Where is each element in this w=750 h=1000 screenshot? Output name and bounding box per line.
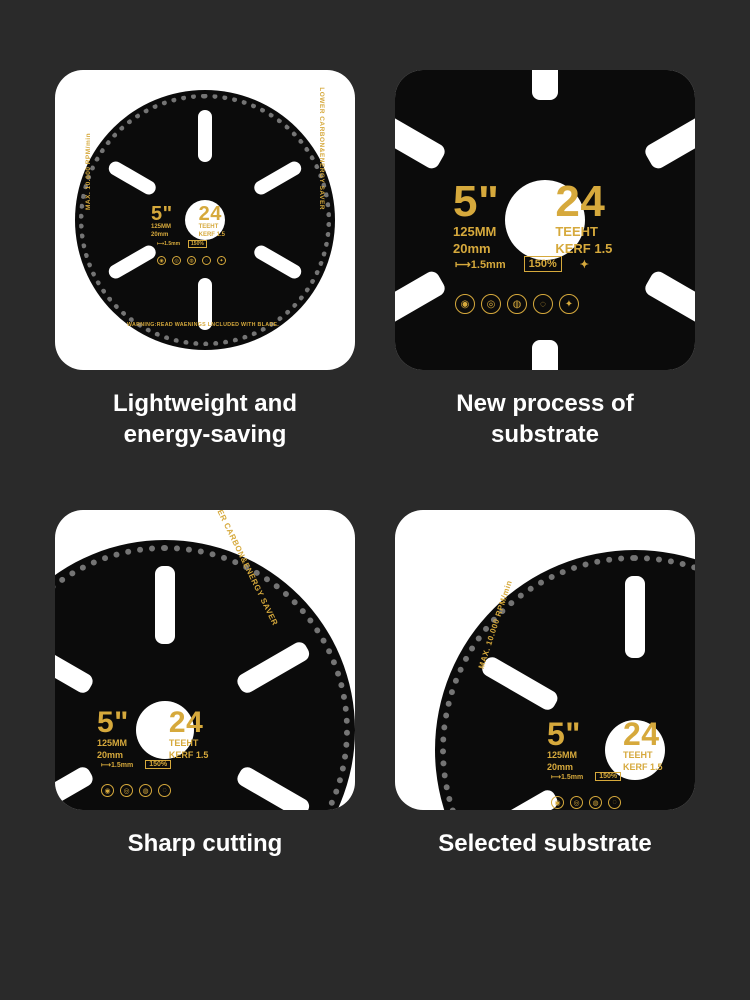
kerf-arrow: ⟼1.5mm bbox=[157, 241, 180, 247]
teeth-count: 24 bbox=[169, 708, 203, 738]
teeth-count: 24 bbox=[623, 718, 660, 750]
safety-icon: ◍ bbox=[589, 796, 602, 809]
safety-icon: ◎ bbox=[570, 796, 583, 809]
feature-grid: 5" 125MM 20mm 24 TEEHT KERF 1.5 ⟼1.5mm 1… bbox=[50, 70, 700, 860]
safety-icon: ◍ bbox=[507, 294, 527, 314]
safety-icon: ◍ bbox=[139, 784, 152, 797]
safety-icon: ◌ bbox=[158, 784, 171, 797]
kerf-label: KERF 1.5 bbox=[169, 750, 209, 762]
safety-icon: ◎ bbox=[481, 294, 501, 314]
teeth-label: TEEHT bbox=[623, 750, 653, 762]
blade-spec-label: 5" 125MM 20mm 24 TEEHT KERF 1.5 bbox=[97, 708, 208, 761]
teeth-label: TEEHT bbox=[555, 224, 598, 241]
warning-text: WARNING:READ WAENINGS LNCLUDED WITH BLAD… bbox=[127, 322, 279, 328]
feature-caption-4: Selected substrate bbox=[438, 828, 651, 859]
feature-caption-2: New process of substrate bbox=[456, 388, 633, 450]
feature-cell-1: 5" 125MM 20mm 24 TEEHT KERF 1.5 ⟼1.5mm 1… bbox=[50, 70, 360, 450]
size-mm: 125MM bbox=[151, 224, 171, 232]
blade-teeth bbox=[55, 545, 350, 810]
safety-icon: ◌ bbox=[533, 294, 553, 314]
arc-text-left: MAX. 10.000 RPM/min bbox=[85, 133, 92, 210]
safety-icon: ◌ bbox=[608, 796, 621, 809]
teeth-label: TEEHT bbox=[169, 738, 199, 750]
feature-cell-3: 5" 125MM 20mm 24 TEEHT KERF 1.5 ⟼1.5mm 1… bbox=[50, 510, 360, 859]
efficiency-badge: 150% bbox=[145, 760, 171, 769]
safety-icons: ◉ ◎ ◍ ◌ ✦ bbox=[455, 294, 579, 314]
kerf-arrow: ⟼1.5mm bbox=[101, 761, 133, 769]
safety-icon: ◉ bbox=[101, 784, 114, 797]
safety-icon: ◎ bbox=[120, 784, 133, 797]
safety-icon: ✦ bbox=[217, 256, 226, 265]
product-image-1: 5" 125MM 20mm 24 TEEHT KERF 1.5 ⟼1.5mm 1… bbox=[55, 70, 355, 370]
teeth-count: 24 bbox=[199, 204, 222, 224]
safety-icon: ◍ bbox=[187, 256, 196, 265]
kerf-label: KERF 1.5 bbox=[623, 762, 663, 774]
size-inch: 5" bbox=[453, 180, 499, 224]
feature-cell-2: 5" 125MM 20mm 24 TEEHT KERF 1.5 ⟼1.5mm 1… bbox=[390, 70, 700, 450]
product-image-4: 5" 125MM 20mm 24 TEEHT KERF 1.5 ⟼1.5mm 1… bbox=[395, 510, 695, 810]
product-image-3: 5" 125MM 20mm 24 TEEHT KERF 1.5 ⟼1.5mm 1… bbox=[55, 510, 355, 810]
kerf-row: ⟼1.5mm 150% ✦ bbox=[455, 256, 589, 272]
efficiency-badge: 150% bbox=[524, 256, 562, 272]
kerf-arrow: ⟼1.5mm bbox=[551, 773, 583, 781]
kerf-row: ⟼1.5mm 150% bbox=[157, 240, 207, 248]
blade-spec-label: 5" 125MM 20mm 24 TEEHT KERF 1.5 bbox=[547, 718, 662, 773]
efficiency-badge: 150% bbox=[595, 772, 621, 781]
kerf-row: ⟼1.5mm 150% bbox=[101, 760, 171, 769]
size-mm: 125MM bbox=[547, 750, 577, 762]
blade-spec-label: 5" 125MM 20mm 24 TEEHT KERF 1.5 bbox=[151, 204, 225, 240]
teeth-count: 24 bbox=[555, 180, 605, 224]
safety-icons: ◉ ◎ ◍ ◌ bbox=[101, 784, 171, 797]
safety-icon: ◉ bbox=[157, 256, 166, 265]
safety-icon: ◉ bbox=[551, 796, 564, 809]
product-image-2: 5" 125MM 20mm 24 TEEHT KERF 1.5 ⟼1.5mm 1… bbox=[395, 70, 695, 370]
safety-icon: ◉ bbox=[455, 294, 475, 314]
size-inch: 5" bbox=[151, 204, 173, 224]
feature-caption-3: Sharp cutting bbox=[128, 828, 283, 859]
blade-spec-label: 5" 125MM 20mm 24 TEEHT KERF 1.5 bbox=[453, 180, 612, 258]
saw-blade bbox=[55, 540, 355, 810]
kerf-arrow: ⟼1.5mm bbox=[455, 258, 506, 271]
safety-icons: ◉ ◎ ◍ ◌ bbox=[551, 796, 621, 809]
size-mm: 125MM bbox=[97, 738, 127, 750]
feature-cell-4: 5" 125MM 20mm 24 TEEHT KERF 1.5 ⟼1.5mm 1… bbox=[390, 510, 700, 859]
safety-icons: ◉ ◎ ◍ ◌ ✦ bbox=[157, 256, 226, 265]
size-mm: 125MM bbox=[453, 224, 496, 241]
feature-caption-1: Lightweight and energy-saving bbox=[113, 388, 297, 450]
bore-mm: 20mm bbox=[151, 232, 168, 240]
kerf-label: KERF 1.5 bbox=[199, 232, 225, 240]
efficiency-badge: 150% bbox=[188, 240, 207, 248]
teeth-label: TEEHT bbox=[199, 224, 219, 232]
size-inch: 5" bbox=[97, 708, 129, 738]
safety-icon: ◌ bbox=[202, 256, 211, 265]
size-inch: 5" bbox=[547, 718, 581, 750]
safety-icon: ◎ bbox=[172, 256, 181, 265]
arc-text-right: LOWER CARBON&ENERGY SAVER bbox=[318, 87, 325, 210]
kerf-row: ⟼1.5mm 150% bbox=[551, 772, 621, 781]
safety-icon: ✦ bbox=[559, 294, 579, 314]
